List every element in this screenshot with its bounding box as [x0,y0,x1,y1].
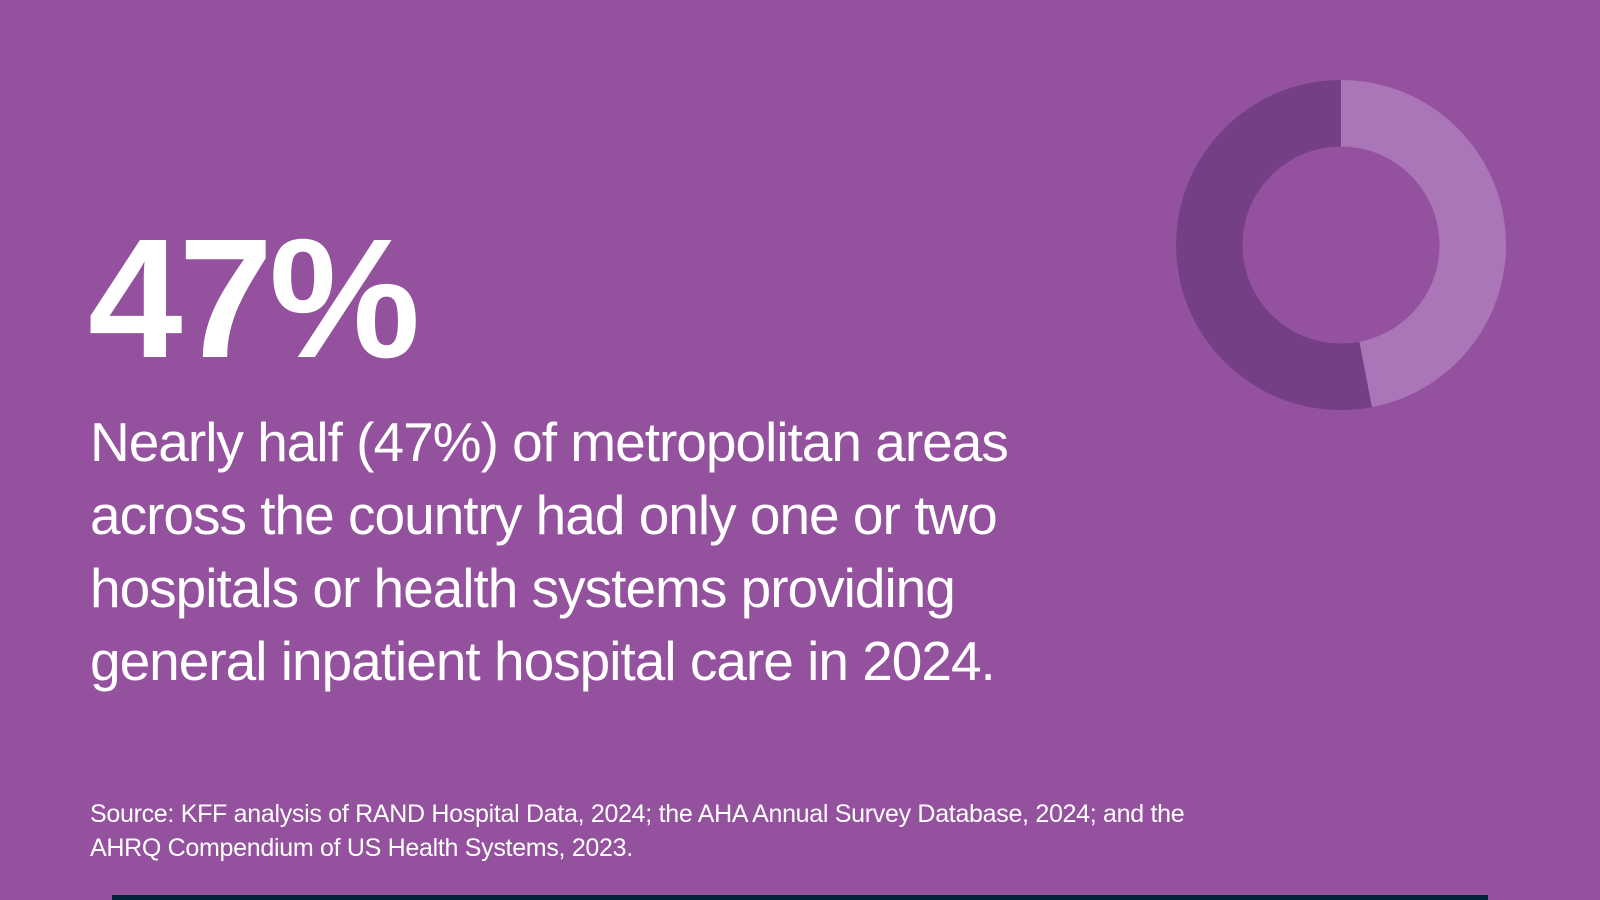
source-note-line: AHRQ Compendium of US Health Systems, 20… [90,834,633,862]
headline: Nearly half (47%) of metropolitan areas … [90,406,1009,698]
headline-line: general inpatient hospital care in 2024. [90,630,996,692]
donut-chart [1176,80,1506,410]
donut-chart-hole [1242,146,1440,344]
stat-value: 47% [88,204,420,394]
brand-bar [112,895,1488,900]
source-note-line: Source: KFF analysis of RAND Hospital Da… [90,800,1185,828]
headline-line: across the country had only one or two [90,484,998,546]
source-note: Source: KFF analysis of RAND Hospital Da… [90,797,1185,865]
headline-line: hospitals or health systems providing [90,557,956,619]
headline-line: Nearly half (47%) of metropolitan areas [90,411,1009,473]
